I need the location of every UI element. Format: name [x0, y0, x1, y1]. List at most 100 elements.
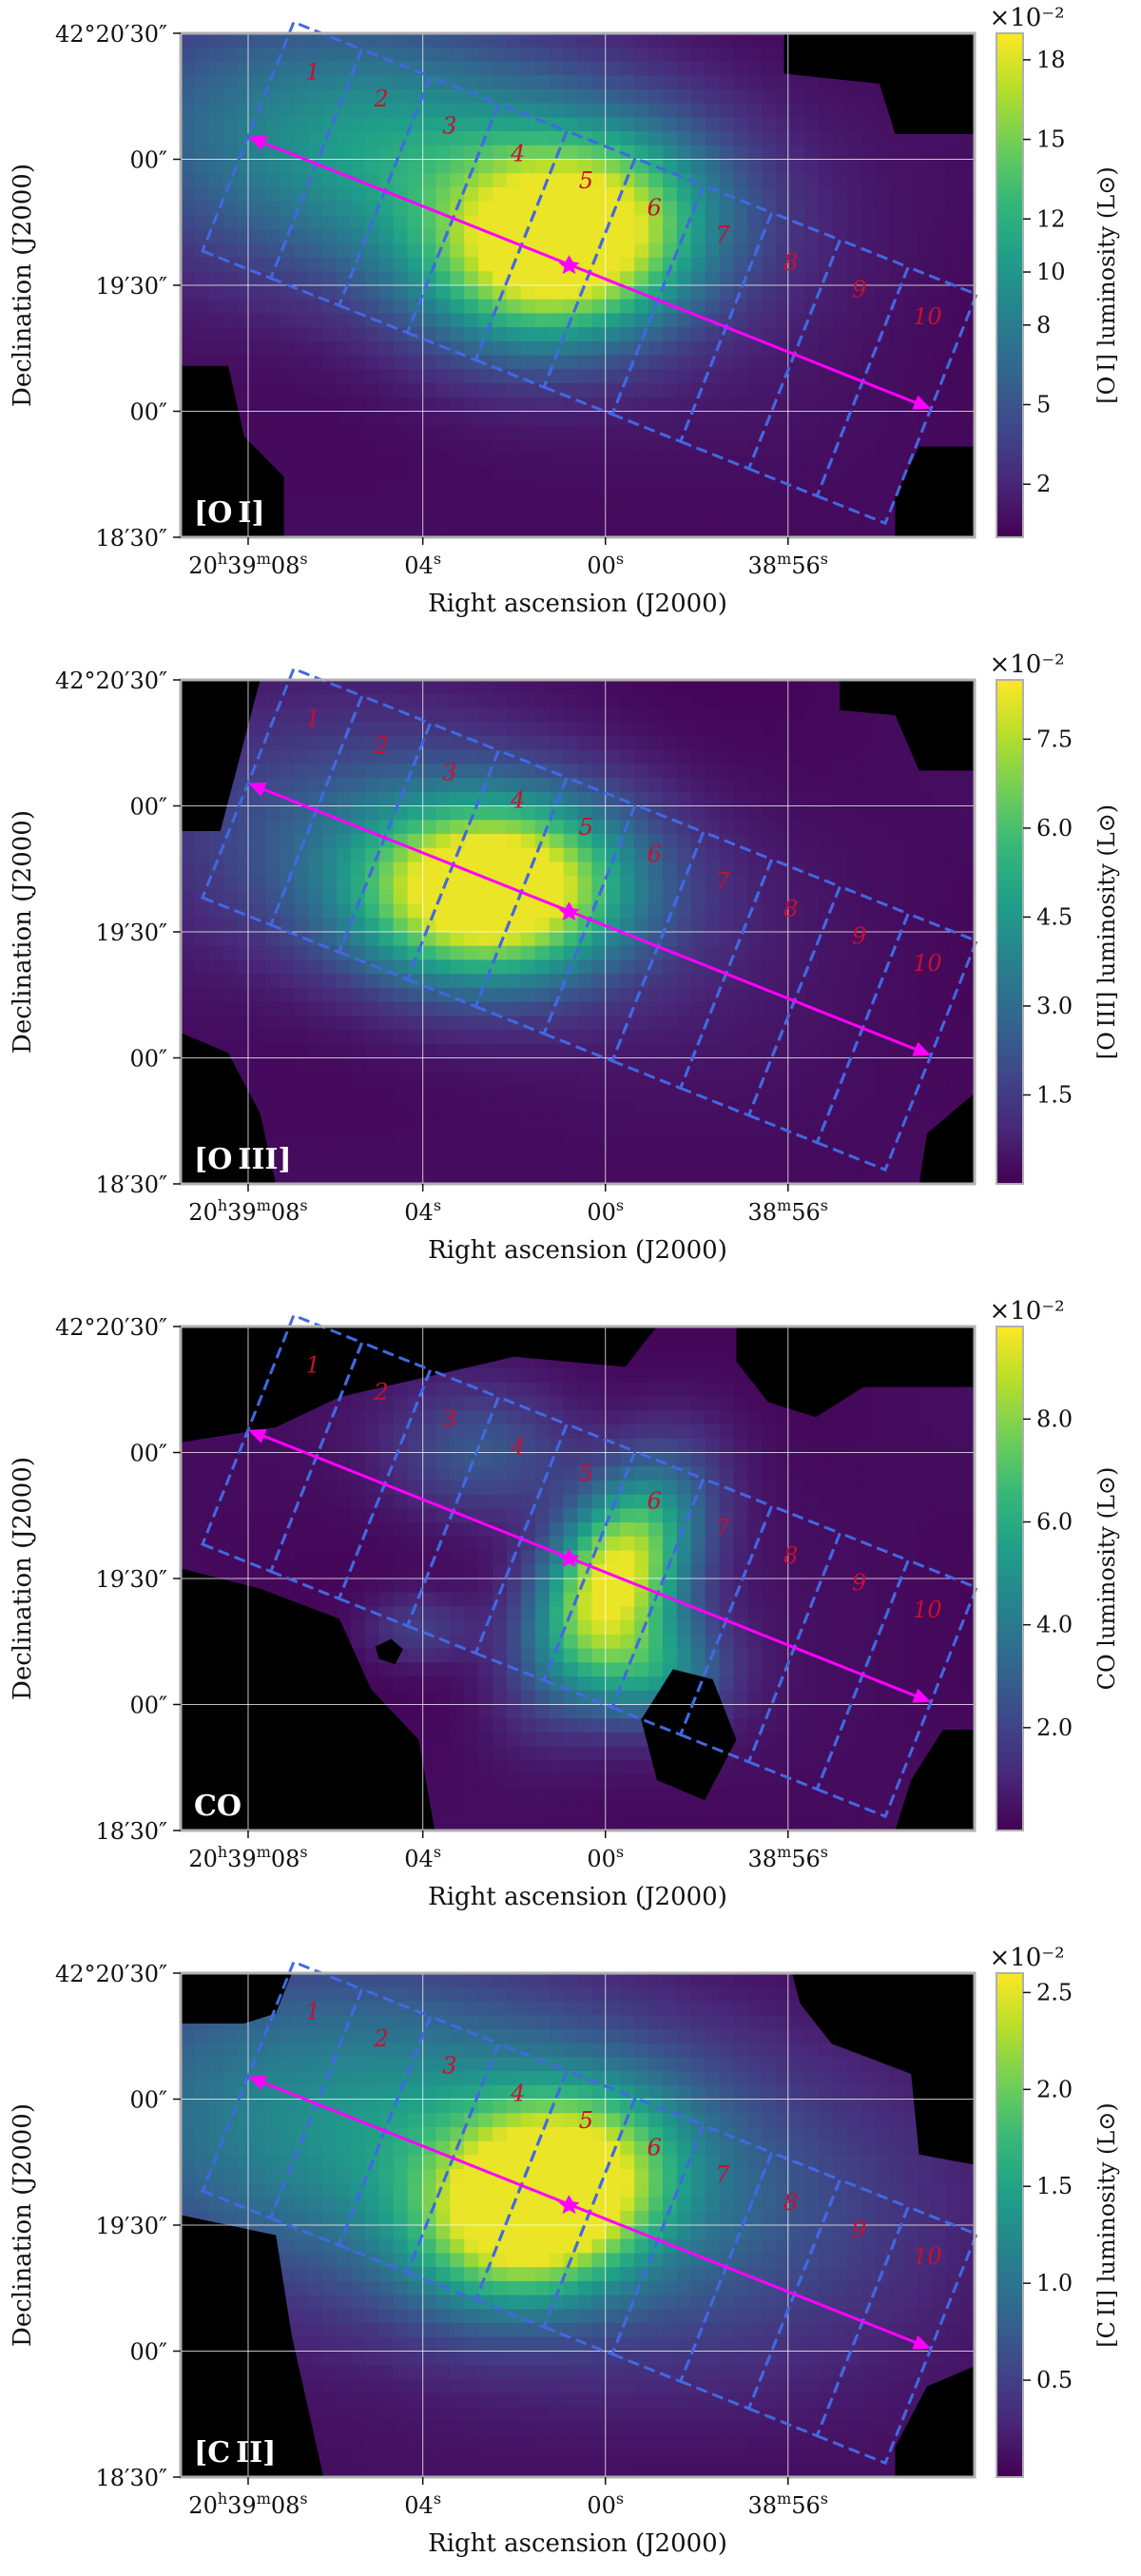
heatmap-pixel — [918, 215, 933, 230]
heatmap-pixel — [350, 749, 366, 765]
heatmap-pixel — [606, 1155, 621, 1171]
heatmap-pixel — [946, 299, 961, 315]
heatmap-pixel — [690, 145, 706, 161]
heatmap-pixel — [478, 383, 493, 398]
heatmap-pixel — [534, 397, 551, 413]
heatmap-pixel — [308, 847, 323, 862]
heatmap-pixel — [294, 453, 309, 468]
heatmap-pixel — [337, 1141, 352, 1157]
heatmap-pixel — [676, 735, 692, 751]
heatmap-pixel — [407, 229, 423, 244]
heatmap-pixel — [577, 1001, 593, 1017]
heatmap-pixel — [662, 186, 678, 203]
heatmap-pixel — [350, 764, 366, 779]
heatmap-pixel — [350, 285, 366, 300]
heatmap-pixel — [875, 215, 891, 230]
heatmap-pixel — [804, 173, 820, 188]
heatmap-pixel — [946, 173, 961, 188]
heatmap-pixel — [846, 467, 862, 482]
heatmap-pixel — [294, 959, 309, 975]
heatmap-pixel — [733, 1030, 749, 1045]
heatmap-pixel — [194, 103, 210, 118]
heatmap-pixel — [435, 494, 451, 511]
heatmap-pixel — [606, 103, 621, 118]
heatmap-pixel — [747, 117, 763, 132]
heatmap-pixel — [719, 425, 735, 440]
heatmap-pixel — [364, 1410, 380, 1425]
heatmap-pixel — [506, 945, 522, 961]
heatmap-pixel — [634, 186, 649, 203]
heatmap-pixel — [776, 523, 791, 537]
heatmap-pixel — [435, 173, 451, 188]
heatmap-pixel — [762, 1099, 777, 1114]
heatmap-pixel — [591, 215, 607, 230]
heatmap-pixel — [520, 61, 536, 76]
heatmap-pixel — [407, 820, 423, 835]
heatmap-pixel — [648, 271, 664, 286]
heatmap-pixel — [506, 215, 522, 230]
heatmap-pixel — [506, 355, 522, 370]
heatmap-pixel — [577, 1368, 593, 1384]
heatmap-pixel — [435, 959, 451, 975]
heatmap-pixel — [733, 1057, 749, 1073]
heatmap-pixel — [534, 1382, 551, 1398]
heatmap-pixel — [762, 1494, 777, 1509]
heatmap-pixel — [790, 847, 805, 862]
heatmap-pixel — [577, 1480, 593, 1496]
heatmap-pixel — [337, 481, 352, 496]
heatmap-pixel — [577, 340, 593, 357]
heatmap-pixel — [378, 467, 395, 482]
heatmap-pixel — [393, 425, 409, 440]
heatmap-pixel — [719, 1155, 735, 1171]
heatmap-pixel — [606, 693, 621, 709]
heatmap-pixel — [563, 918, 579, 933]
heatmap-pixel — [265, 833, 280, 849]
heatmap-pixel — [294, 1466, 309, 1482]
heatmap-pixel — [464, 201, 479, 216]
heatmap-pixel — [705, 847, 721, 862]
heatmap-pixel — [889, 1424, 905, 1440]
heatmap-pixel — [181, 974, 196, 989]
heatmap-pixel — [251, 313, 267, 328]
heatmap-pixel — [690, 159, 706, 174]
heatmap-pixel — [251, 1522, 267, 1538]
heatmap-pixel — [265, 47, 280, 63]
heatmap-pixel — [875, 820, 891, 835]
heatmap-pixel — [818, 131, 834, 146]
colorbar-label: [O III] luminosity (L⊙) — [1093, 804, 1120, 1059]
heatmap-pixel — [350, 974, 366, 989]
heatmap-pixel — [846, 987, 862, 1003]
heatmap-pixel — [520, 383, 536, 398]
heatmap-pixel — [960, 1043, 975, 1059]
heatmap-pixel — [493, 1466, 508, 1482]
heatmap-pixel — [832, 145, 848, 161]
heatmap-pixel — [464, 974, 479, 989]
heatmap-pixel — [222, 285, 239, 300]
heatmap-pixel — [889, 876, 905, 891]
heatmap-pixel — [563, 987, 579, 1003]
heatmap-pixel — [818, 285, 834, 300]
heatmap-pixel — [435, 945, 451, 961]
heatmap-pixel — [322, 1099, 338, 1114]
heatmap-pixel — [322, 257, 338, 272]
heatmap-pixel — [337, 1057, 352, 1073]
heatmap-pixel — [620, 33, 635, 48]
heatmap-pixel — [690, 1508, 706, 1523]
heatmap-pixel — [322, 1016, 338, 1031]
heatmap-pixel — [776, 722, 791, 737]
heatmap-pixel — [534, 285, 551, 300]
heatmap-pixel — [634, 1085, 649, 1101]
heatmap-pixel — [918, 805, 933, 821]
heatmap-pixel — [493, 959, 508, 975]
heatmap-pixel — [662, 764, 678, 779]
heatmap-pixel — [648, 173, 664, 188]
heatmap-pixel — [832, 1424, 848, 1440]
heatmap-pixel — [265, 1141, 280, 1157]
heatmap-pixel — [294, 1480, 309, 1496]
heatmap-pixel — [960, 974, 975, 989]
heatmap-pixel — [181, 186, 196, 203]
heatmap-pixel — [378, 749, 395, 765]
heatmap-pixel — [690, 722, 706, 737]
heatmap-pixel — [946, 974, 961, 989]
heatmap-pixel — [676, 680, 692, 695]
